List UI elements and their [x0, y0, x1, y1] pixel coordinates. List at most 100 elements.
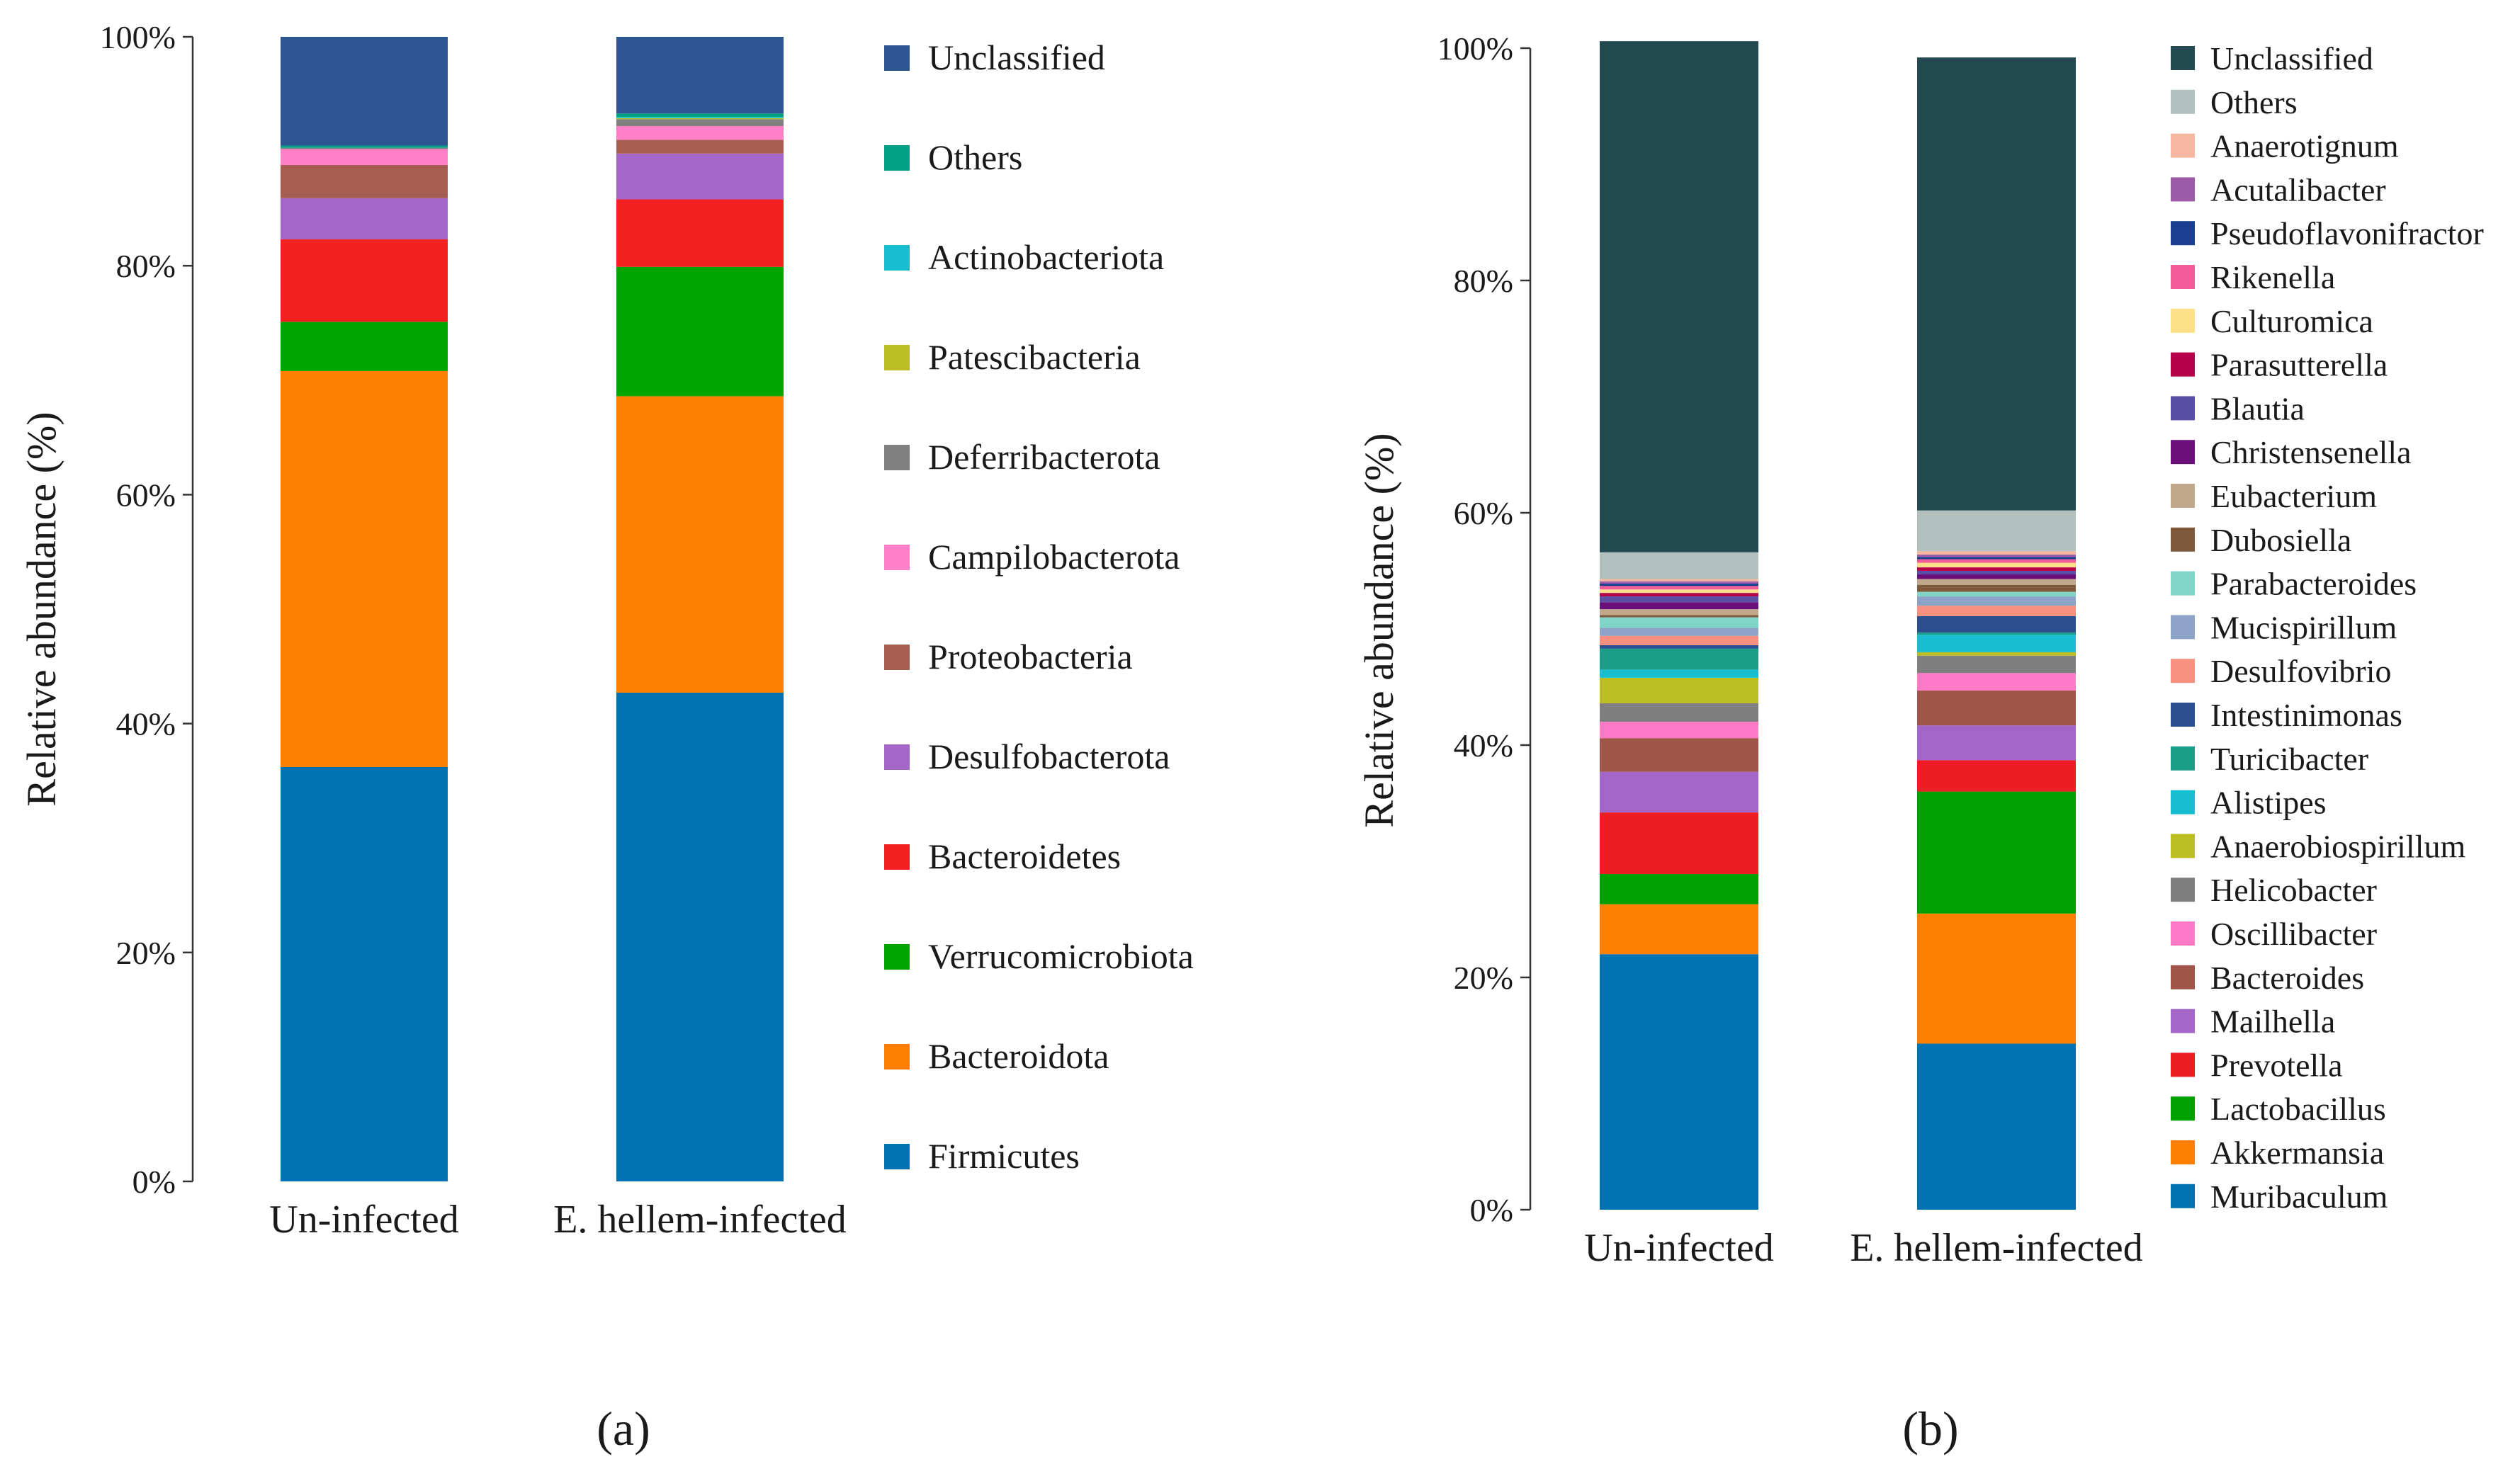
bar-segment-un-infected-bacteroides [1600, 738, 1758, 772]
bar-segment-e-hellem-infected-akkermansia [1917, 913, 2076, 1044]
bar-segment-un-infected-helicobacter [1600, 703, 1758, 722]
legend-label-anaerobiospirillum: Anaerobiospirillum [2210, 828, 2465, 864]
legend-swatch-prevotella [2171, 1052, 2195, 1077]
legend-label-desulfobacterota: Desulfobacterota [928, 737, 1170, 776]
legend-label-christensenella: Christensenella [2210, 434, 2412, 470]
bar-segment-un-infected-mailhella [1600, 771, 1758, 813]
legend-label-desulfovibrio: Desulfovibrio [2210, 653, 2392, 689]
y-tick-label: 0% [132, 1164, 176, 1200]
legend-swatch-deferribacterota [884, 445, 910, 470]
y-tick-label: 40% [116, 706, 176, 742]
y-tick-label: 20% [116, 935, 176, 971]
legend-swatch-mailhella [2171, 1009, 2195, 1033]
bar-segment-un-infected-mucispirillum [1600, 628, 1758, 636]
legend-label-rikenella: Rikenella [2210, 259, 2335, 295]
legend-label-dubosiella: Dubosiella [2210, 522, 2351, 558]
legend-label-deferribacterota: Deferribacterota [928, 437, 1160, 477]
bar-segment-e-hellem-infected-unclassified [1917, 57, 2076, 511]
legend-swatch-unclassified [2171, 46, 2195, 70]
bar-segment-e-hellem-infected-mailhella [1917, 725, 2076, 761]
y-tick-label: 40% [1454, 727, 1513, 764]
legend-swatch-culturomica [2171, 308, 2195, 333]
legend-swatch-others [884, 145, 910, 171]
bar-segment-un-infected-firmicutes [281, 767, 448, 1181]
legend-swatch-muribaculum [2171, 1184, 2195, 1208]
legend-swatch-verrucomicrobiota [884, 944, 910, 970]
legend-label-alistipes: Alistipes [2210, 785, 2327, 821]
bar-segment-e-hellem-infected-others [1917, 510, 2076, 552]
bar-segment-e-hellem-infected-proteobacteria [616, 140, 784, 154]
y-tick-label: 100% [100, 19, 176, 55]
legend-swatch-intestinimonas [2171, 703, 2195, 727]
legend-label-campilobacterota: Campilobacterota [928, 537, 1180, 577]
y-tick-label: 100% [1437, 30, 1513, 67]
legend-swatch-akkermansia [2171, 1140, 2195, 1164]
bar-segment-e-hellem-infected-anaerobiospirillum [1917, 652, 2076, 656]
legend-swatch-parasutterella [2171, 352, 2195, 377]
y-tick-label: 60% [116, 477, 176, 513]
legend-label-akkermansia: Akkermansia [2210, 1135, 2384, 1171]
bar-segment-un-infected-rikenella [1600, 586, 1758, 590]
legend-swatch-oscillibacter [2171, 921, 2195, 946]
legend-label-proteobacteria: Proteobacteria [928, 637, 1133, 676]
legend-label-anaerotignum: Anaerotignum [2210, 128, 2399, 164]
legend-label-others: Others [928, 137, 1022, 177]
legend-label-bacteroidetes: Bacteroidetes [928, 836, 1121, 876]
legend-swatch-bacteroidetes [884, 844, 910, 870]
legend-swatch-firmicutes [884, 1144, 910, 1169]
bar-segment-e-hellem-infected-lactobacillus [1917, 791, 2076, 914]
bar-segment-e-hellem-infected-deferribacterota [616, 119, 784, 127]
legend-swatch-helicobacter [2171, 878, 2195, 902]
legend-swatch-mucispirillum [2171, 615, 2195, 640]
bar-segment-e-hellem-infected-patescibacteria [616, 118, 784, 120]
legend-swatch-lactobacillus [2171, 1096, 2195, 1121]
bar-segment-un-infected-parabacteroides [1600, 617, 1758, 628]
bar-segment-un-infected-unclassified [281, 37, 448, 146]
bar-segment-e-hellem-infected-bacteroides [1917, 690, 2076, 726]
bar-segment-e-hellem-infected-muribaculum [1917, 1043, 2076, 1210]
bar-segment-un-infected-proteobacteria [281, 164, 448, 198]
legend-label-turicibacter: Turicibacter [2210, 741, 2368, 777]
bar-segment-e-hellem-infected-bacteroidota [616, 396, 784, 693]
bar-segment-un-infected-christensenella [1600, 602, 1758, 610]
bar-segment-e-hellem-infected-campilobacterota [616, 126, 784, 140]
bar-segment-un-infected-eubacterium [1600, 609, 1758, 615]
bar-segment-un-infected-verrucomicrobiota [281, 322, 448, 371]
category-label: Un-infected [1584, 1226, 1773, 1270]
legend-label-bacteroidota: Bacteroidota [928, 1036, 1109, 1076]
y-axis-title: Relative abundance (%) [1356, 433, 1402, 827]
bar-segment-e-hellem-infected-parasutterella [1917, 567, 2076, 571]
bar-segment-un-infected-alistipes [1600, 669, 1758, 678]
legend-label-intestinimonas: Intestinimonas [2210, 697, 2402, 733]
bar-segment-e-hellem-infected-dubosiella [1917, 584, 2076, 592]
bar-segment-e-hellem-infected-alistipes [1917, 635, 2076, 652]
bar-segment-un-infected-turicibacter [1600, 648, 1758, 670]
legend-label-patescibacteria: Patescibacteria [928, 337, 1141, 377]
legend-label-unclassified: Unclassified [2210, 40, 2373, 76]
legend-swatch-parabacteroides [2171, 571, 2195, 596]
bar-segment-e-hellem-infected-parabacteroides [1917, 591, 2076, 597]
bar-segment-e-hellem-infected-blautia [1917, 571, 2076, 574]
bar-segment-un-infected-prevotella [1600, 812, 1758, 875]
bar-segment-un-infected-acutalibacter [1600, 581, 1758, 584]
bar-segment-e-hellem-infected-pseudoflavonifractor [1917, 557, 2076, 560]
legend-label-lactobacillus: Lactobacillus [2210, 1091, 2386, 1127]
legend-label-parabacteroides: Parabacteroides [2210, 566, 2417, 602]
legend-swatch-dubosiella [2171, 527, 2195, 552]
bar-segment-e-hellem-infected-intestinimonas [1917, 615, 2076, 632]
bar-segment-e-hellem-infected-others [616, 113, 784, 118]
bar-segment-e-hellem-infected-christensenella [1917, 574, 2076, 579]
legend-label-others: Others [2210, 84, 2298, 120]
y-tick-label: 20% [1454, 960, 1513, 996]
y-tick-label: 0% [1470, 1192, 1513, 1228]
bar-segment-e-hellem-infected-verrucomicrobiota [616, 266, 784, 397]
bar-segment-un-infected-others [1600, 552, 1758, 579]
legend-label-eubacterium: Eubacterium [2210, 478, 2377, 514]
category-label: E. hellem-infected [1850, 1226, 2143, 1270]
legend-label-verrucomicrobiota: Verrucomicrobiota [928, 936, 1194, 976]
bar-segment-un-infected-campilobacterota [281, 149, 448, 165]
panel-b-label: (b) [1902, 1402, 1958, 1456]
legend-swatch-anaerotignum [2171, 133, 2195, 158]
bar-segment-e-hellem-infected-rikenella [1917, 559, 2076, 563]
